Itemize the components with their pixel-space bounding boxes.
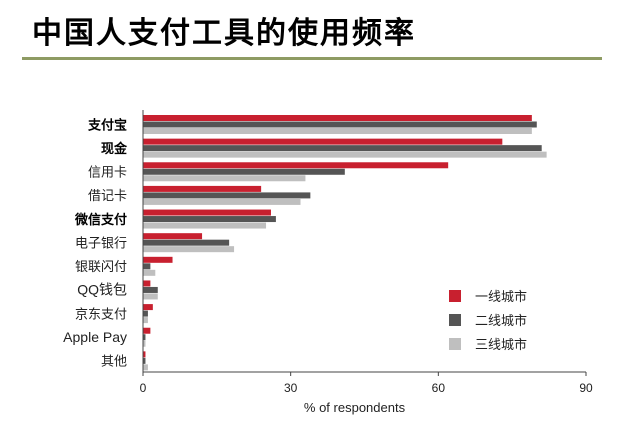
bar-1-series-3 [143, 128, 532, 134]
page-title: 中国人支付工具的使用频率 [32, 16, 416, 51]
bar-8-series-3 [143, 293, 158, 300]
bar-9-series-2 [143, 310, 148, 317]
bar-3-series-1 [143, 162, 449, 169]
bar-7-series-2 [143, 263, 151, 270]
bar-8-series-1 [143, 280, 151, 287]
bar-5-series-1 [143, 209, 271, 216]
bar-2-series-1 [143, 138, 503, 145]
bar-3-series-2 [143, 168, 345, 175]
legend-swatch [449, 290, 461, 302]
bar-6-series-3 [143, 246, 235, 253]
bar-10-series-3 [143, 340, 146, 347]
category-label: Apple Pay [63, 329, 127, 345]
bar-6-series-2 [143, 239, 230, 246]
bar-6-series-1 [143, 233, 203, 240]
legend-label: 三线城市 [475, 337, 527, 353]
bar-11-series-3 [143, 364, 148, 371]
bars-group [143, 115, 547, 371]
x-tick-label: 60 [432, 381, 446, 395]
category-label: 其他 [101, 355, 127, 370]
bar-11-series-2 [143, 357, 146, 364]
x-axis-ticks: 0 30 60 90 [140, 372, 593, 395]
category-label: 银联闪付 [75, 260, 127, 275]
bar-2-series-3 [143, 151, 547, 158]
category-label: 现金 [101, 141, 128, 157]
x-tick-label: 90 [579, 381, 593, 395]
bar-1-series-2 [143, 121, 537, 128]
bar-1-series-1 [143, 115, 532, 121]
bar-4-series-1 [143, 185, 262, 192]
category-label: 微信支付 [74, 212, 127, 228]
bar-7-series-1 [143, 256, 173, 263]
x-tick-label: 0 [140, 381, 147, 395]
legend-label: 一线城市 [475, 289, 527, 305]
bar-7-series-3 [143, 269, 156, 276]
bar-5-series-3 [143, 222, 267, 229]
bar-5-series-2 [143, 216, 276, 223]
bar-3-series-3 [143, 175, 306, 182]
title-divider [22, 57, 602, 60]
x-tick-label: 30 [284, 381, 298, 395]
category-label: 信用卡 [88, 166, 127, 181]
legend-swatch [449, 314, 461, 326]
x-axis-title: % of respondents [304, 400, 406, 415]
category-label: 京东支付 [75, 307, 127, 322]
bar-11-series-1 [143, 351, 146, 358]
bar-4-series-3 [143, 198, 301, 205]
category-label: QQ钱包 [77, 282, 127, 298]
bar-4-series-2 [143, 192, 311, 199]
legend-label: 二线城市 [475, 313, 527, 329]
category-label: 支付宝 [87, 117, 127, 133]
bar-10-series-2 [143, 334, 146, 341]
bar-8-series-2 [143, 286, 158, 293]
category-label: 电子银行 [75, 236, 127, 251]
category-label: 借记卡 [88, 189, 127, 204]
bar-9-series-1 [143, 304, 153, 311]
bar-9-series-3 [143, 317, 148, 324]
bar-10-series-1 [143, 327, 151, 334]
bar-2-series-2 [143, 145, 542, 152]
legend-swatch [449, 338, 461, 350]
